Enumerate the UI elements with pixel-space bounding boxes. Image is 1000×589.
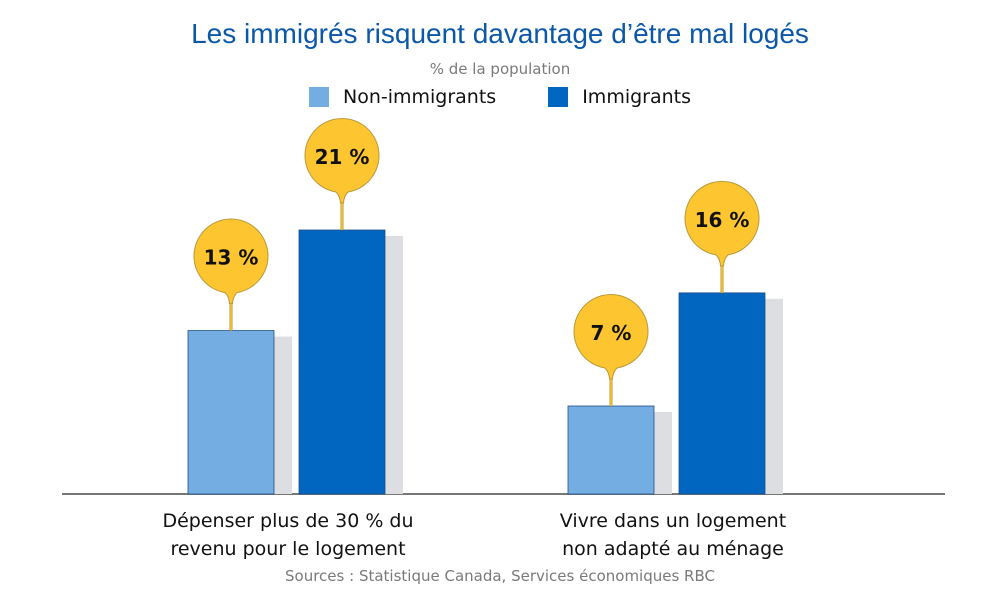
bar-non-immigrants-1 (567, 405, 655, 495)
legend: Non-immigrants Immigrants (0, 86, 1000, 108)
category-label-0-line1: Dépenser plus de 30 % du (162, 510, 414, 532)
data-label-0-1: 7 % (591, 321, 632, 345)
data-label-0-0: 13 % (204, 246, 259, 270)
bar-shadow-1-0 (385, 236, 403, 494)
chart-title: Les immigrés risquent davantage d’être m… (191, 18, 809, 49)
bar-immigrants-0 (298, 229, 386, 495)
legend-label-non-immigrants: Non-immigrants (342, 86, 497, 108)
chart-subtitle: % de la population (429, 60, 571, 78)
legend-item-non-immigrants: Non-immigrants (308, 86, 497, 108)
bar-shadow-1-1 (765, 298, 783, 494)
category-label-1: Vivre dans un logement non adapté au mén… (503, 507, 843, 563)
bar-immigrants-1 (678, 292, 766, 495)
data-label-bubble-1-0 (304, 117, 380, 204)
legend-swatch-immigrants (548, 87, 569, 107)
category-label-0-line2: revenu pour le logement (170, 538, 406, 560)
bar-shadow-0-0 (274, 336, 292, 494)
legend-item-immigrants: Immigrants (548, 86, 691, 108)
data-label-bubble-1-1 (684, 180, 760, 267)
category-label-1-line2: non adapté au ménage (562, 538, 784, 560)
bar-non-immigrants-0 (187, 330, 275, 495)
data-label-1-0: 21 % (315, 145, 370, 169)
data-label-bubble-0-0 (193, 218, 269, 305)
data-label-1-1: 16 % (695, 208, 750, 232)
legend-label-immigrants: Immigrants (582, 86, 692, 108)
category-label-1-line1: Vivre dans un logement (559, 510, 787, 532)
source-note: Sources : Statistique Canada, Services é… (285, 567, 715, 585)
category-label-0: Dépenser plus de 30 % du revenu pour le … (118, 507, 458, 563)
bar-shadow-0-1 (654, 412, 672, 494)
legend-swatch-non-immigrants (308, 87, 329, 107)
data-label-bubble-0-1 (573, 293, 649, 380)
